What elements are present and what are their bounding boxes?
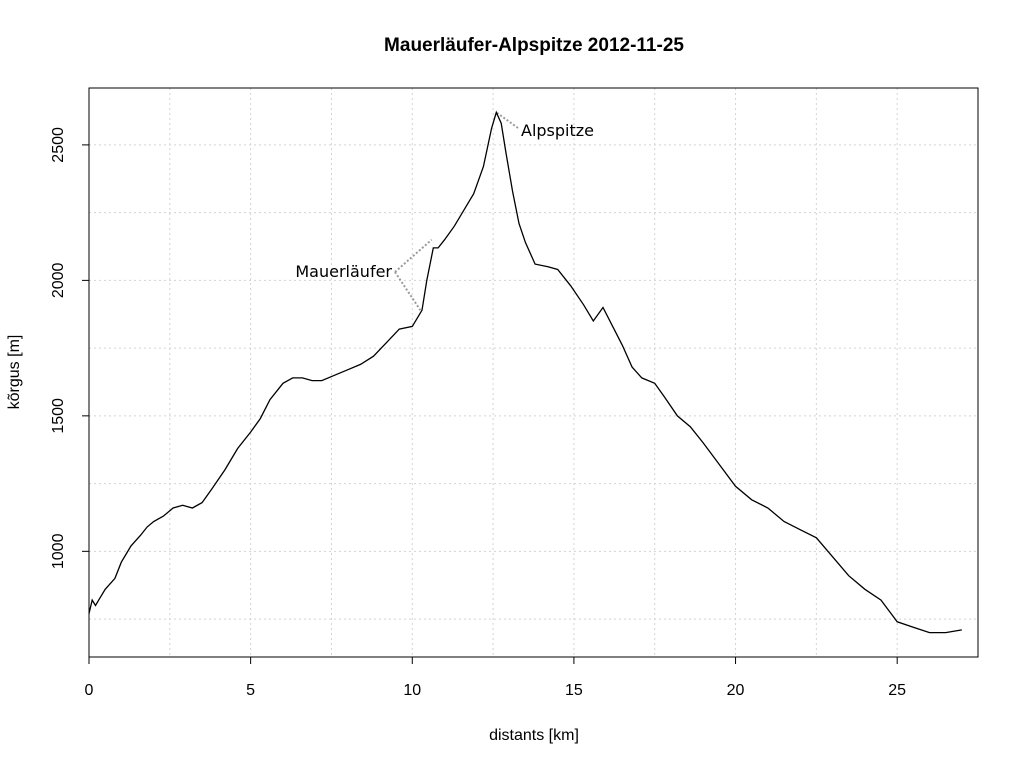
x-tick-label: 5 [246, 682, 255, 699]
x-tick-label: 20 [727, 682, 745, 699]
x-tick-label: 10 [403, 682, 421, 699]
annotation-leader-line [495, 111, 519, 129]
x-tick-label: 0 [85, 682, 94, 699]
y-tick-label: 2500 [50, 127, 67, 163]
grid [89, 88, 978, 657]
annotation-leader-line [394, 238, 433, 273]
chart-title: Mauerläufer-Alpspitze 2012-11-25 [384, 35, 684, 56]
x-axis-label: distants [km] [489, 727, 579, 744]
y-tick-label: 2000 [50, 262, 67, 298]
annotation-label-alpspitze: Alpspitze [521, 121, 594, 140]
axis-ticks: 0 5 10 15 20 25 1000 1500 2000 2500 [50, 127, 906, 699]
x-tick-label: 25 [888, 682, 906, 699]
elevation-profile-line [88, 110, 962, 634]
y-tick-label: 1500 [50, 398, 67, 434]
x-tick-label: 15 [565, 682, 583, 699]
annotation-leaders [394, 111, 519, 311]
annotation-leader-line [394, 271, 422, 311]
y-axis-label: kõrgus [m] [6, 335, 23, 410]
y-tick-label: 1000 [50, 533, 67, 569]
plot-frame [88, 87, 979, 658]
annotation-label-mauerlaeufer: Mauerläufer [295, 262, 392, 281]
